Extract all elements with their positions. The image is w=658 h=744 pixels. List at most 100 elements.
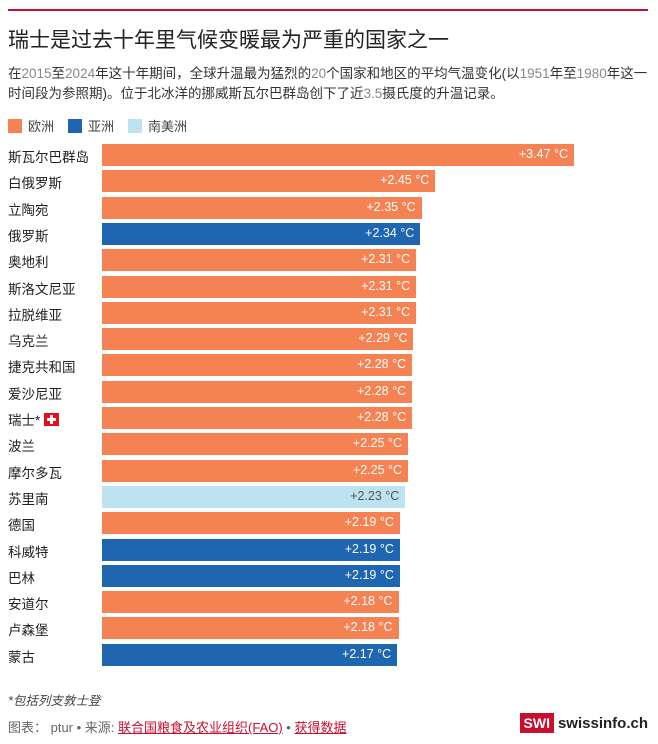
- bar-value-label: +2.35 °C: [366, 199, 416, 214]
- category-label: 奥地利: [8, 251, 49, 271]
- category-label: 拉脱维亚: [8, 304, 62, 324]
- bar-row: 立陶宛 +2.35 °C: [0, 195, 658, 221]
- category-label: 科威特: [8, 541, 49, 561]
- bar-chart: 斯瓦尔巴群岛 +3.47 °C 白俄罗斯 +2.45 °C 立陶宛 +2.35 °C 俄罗斯…: [0, 142, 658, 676]
- source-prefix: 图表： ptur • 来源:: [8, 720, 119, 735]
- category-label-text: 卢森堡: [8, 623, 49, 639]
- chart-legend: 欧洲 亚洲 南美洲: [8, 116, 187, 135]
- bar-value-label: +2.28 °C: [356, 357, 407, 372]
- category-label-text: 立陶宛: [8, 202, 49, 218]
- bar: +2.18 °C: [102, 591, 399, 614]
- swissinfo-logo[interactable]: SWI swissinfo.ch: [519, 713, 648, 733]
- bar: +2.18 °C: [102, 617, 399, 640]
- category-label: 瑞士*: [8, 409, 60, 429]
- bar-value-label: +2.23 °C: [350, 488, 400, 503]
- category-label-text: 蒙古: [8, 649, 35, 665]
- bar-value-label: +2.45 °C: [380, 173, 430, 188]
- category-label: 卢森堡: [8, 619, 49, 639]
- bar: +2.45 °C: [102, 170, 436, 193]
- legend-label-asia: 亚洲: [88, 119, 115, 134]
- category-label: 波兰: [8, 435, 35, 455]
- bar-row: 科威特 +2.19 °C: [0, 537, 658, 563]
- bar-value-label: +2.18 °C: [343, 594, 393, 609]
- bar: +2.31 °C: [102, 275, 417, 298]
- bar: +2.25 °C: [102, 459, 409, 482]
- chart-title: 瑞士是过去十年里气候变暖最为严重的国家之一: [8, 29, 449, 52]
- category-label: 捷克共和国: [8, 356, 76, 376]
- category-label: 摩尔多瓦: [8, 462, 62, 482]
- category-label: 俄罗斯: [8, 225, 49, 245]
- bar: +2.17 °C: [102, 643, 398, 666]
- footnote: *包括列支敦士登: [8, 694, 101, 708]
- bar: +2.23 °C: [102, 485, 406, 508]
- bar-row: 捷克共和国 +2.28 °C: [0, 352, 658, 378]
- bar-row: 白俄罗斯 +2.45 °C: [0, 168, 658, 194]
- source-link-data[interactable]: 获得数据: [294, 720, 347, 735]
- category-label: 安道尔: [8, 593, 49, 613]
- bar-value-label: +2.17 °C: [342, 646, 392, 661]
- bar: +2.28 °C: [102, 380, 413, 403]
- category-label-text: 斯洛文尼亚: [8, 281, 76, 297]
- category-label-text: 乌克兰: [8, 334, 49, 350]
- legend-swatch-asia: [68, 118, 83, 133]
- bar: +2.28 °C: [102, 407, 413, 429]
- swiss-flag-icon: [44, 412, 60, 426]
- bar-row: 俄罗斯 +2.34 °C: [0, 221, 658, 247]
- bar-value-label: +2.19 °C: [344, 567, 394, 582]
- source-separator: •: [282, 720, 295, 735]
- category-label: 巴林: [8, 567, 35, 587]
- bar: +2.19 °C: [102, 512, 400, 535]
- category-label-text: 科威特: [8, 544, 49, 560]
- bar-row: 乌克兰 +2.29 °C: [0, 326, 658, 352]
- bar-value-label: +2.19 °C: [344, 515, 394, 530]
- bar: +2.34 °C: [102, 222, 421, 245]
- legend-label-south-america: 南美洲: [148, 119, 188, 134]
- category-label: 斯瓦尔巴群岛: [8, 146, 89, 166]
- legend-label-europe: 欧洲: [28, 119, 55, 134]
- bar-row: 斯瓦尔巴群岛 +3.47 °C: [0, 142, 658, 168]
- bar: +2.19 °C: [102, 538, 400, 561]
- bar-value-label: +2.25 °C: [352, 462, 403, 477]
- bar-row: 德国 +2.19 °C: [0, 510, 658, 536]
- category-label: 蒙古: [8, 646, 35, 666]
- bar-value-label: +3.47 °C: [518, 147, 568, 161]
- bar-row: 卢森堡 +2.18 °C: [0, 615, 658, 641]
- category-label: 苏里南: [8, 488, 49, 508]
- legend-item-south-america: 南美洲: [128, 116, 187, 135]
- bar-value-label: +2.31 °C: [361, 304, 411, 319]
- legend-swatch-europe: [8, 118, 22, 133]
- chart-subtitle: 在2015至2024年这十年期间，全球升温最为猛烈的20个国家和地区的平均气温变…: [8, 66, 648, 101]
- category-label-text: 奥地利: [8, 255, 49, 271]
- bar: +3.47 °C: [102, 144, 574, 166]
- bar-row: 奥地利 +2.31 °C: [0, 247, 658, 273]
- category-label: 乌克兰: [8, 330, 49, 350]
- bar-row: 瑞士* +2.28 °C: [0, 405, 658, 431]
- category-label: 白俄罗斯: [8, 172, 62, 192]
- category-label: 德国: [8, 514, 35, 534]
- bar-value-label: +2.31 °C: [361, 278, 411, 293]
- bar: +2.31 °C: [102, 249, 417, 272]
- category-label-text: 瑞士*: [8, 413, 41, 428]
- bar-row: 安道尔 +2.18 °C: [0, 589, 658, 615]
- bar: +2.35 °C: [102, 196, 422, 219]
- bar-row: 波兰 +2.25 °C: [0, 431, 658, 457]
- bar-row: 斯洛文尼亚 +2.31 °C: [0, 274, 658, 300]
- source-link-fao[interactable]: 联合国粮食及农业组织(FAO): [118, 720, 283, 735]
- category-label-text: 白俄罗斯: [8, 176, 62, 192]
- bar-value-label: +2.29 °C: [358, 331, 408, 346]
- bar-row: 拉脱维亚 +2.31 °C: [0, 300, 658, 326]
- legend-item-asia: 亚洲: [68, 116, 114, 135]
- category-label: 斯洛文尼亚: [8, 278, 76, 298]
- bar: +2.31 °C: [102, 301, 417, 324]
- category-label-text: 俄罗斯: [8, 228, 49, 244]
- category-label-text: 爱沙尼亚: [8, 386, 62, 402]
- category-label-text: 摩尔多瓦: [8, 465, 62, 481]
- category-label-text: 捷克共和国: [8, 360, 76, 376]
- category-label-text: 苏里南: [8, 491, 49, 507]
- bar-value-label: +2.28 °C: [356, 410, 407, 424]
- category-label-text: 波兰: [8, 439, 35, 455]
- top-accent-line: [8, 9, 648, 11]
- bar-value-label: +2.34 °C: [365, 225, 415, 240]
- bar-value-label: +2.31 °C: [361, 252, 411, 267]
- bar-value-label: +2.19 °C: [344, 541, 394, 556]
